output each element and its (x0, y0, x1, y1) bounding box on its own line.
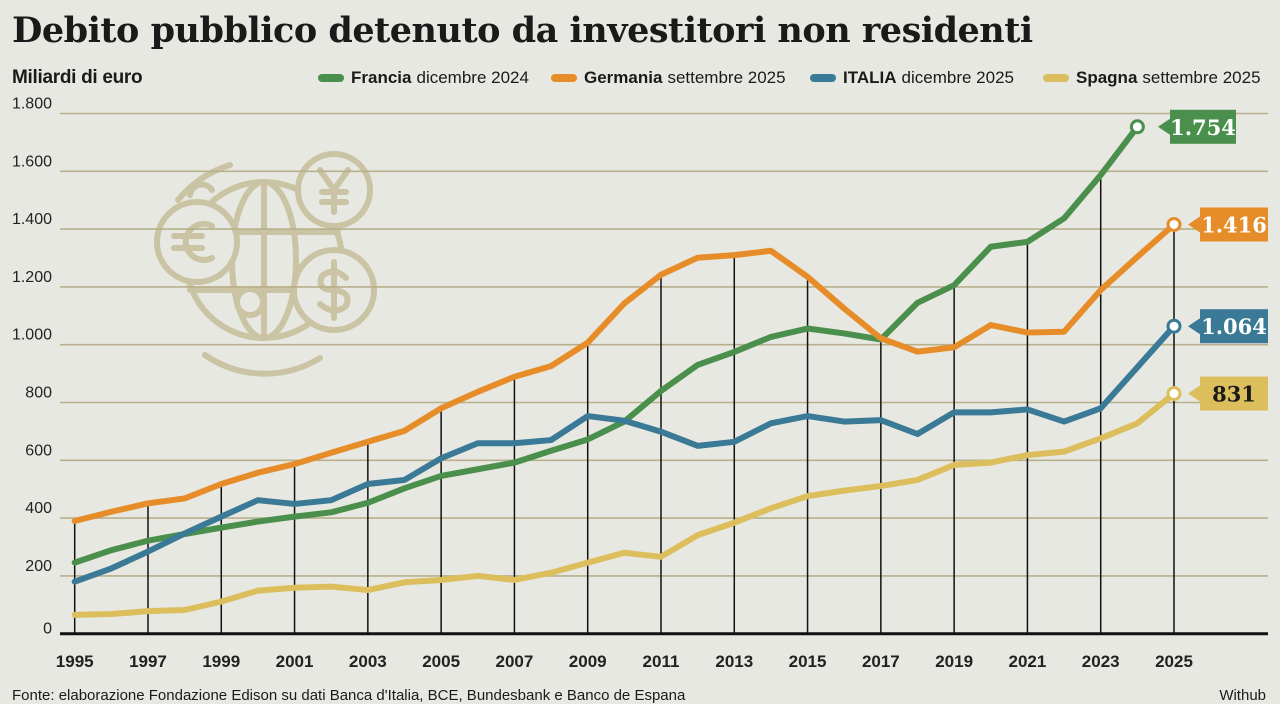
y-tick-label: 600 (25, 442, 52, 459)
legend-period: dicembre 2024 (416, 68, 529, 87)
x-tick-label: 1999 (202, 652, 240, 671)
legend-item-italia: ITALIA dicembre 2025 (810, 68, 1014, 88)
end-value-box (1200, 207, 1268, 242)
x-tick-label: 1997 (129, 652, 167, 671)
credit: Withub (1219, 687, 1266, 704)
legend-period: settembre 2025 (1142, 68, 1261, 87)
x-tick-label: 2003 (349, 652, 387, 671)
end-value-box (1200, 376, 1268, 411)
legend-series-name: Spagna (1076, 68, 1138, 87)
x-tick-label: 2023 (1082, 652, 1120, 671)
legend-item-germania: Germania settembre 2025 (551, 68, 786, 88)
end-point-marker (1166, 386, 1182, 402)
legend-swatch (1043, 74, 1069, 82)
label-pointer (1158, 118, 1170, 135)
legend-swatch (551, 74, 577, 82)
end-value-label: 1.416 (1201, 212, 1267, 237)
label-pointer (1188, 385, 1200, 402)
end-point-marker (1166, 318, 1182, 334)
end-value-box (1200, 309, 1268, 344)
y-tick-label: 800 (25, 385, 52, 402)
x-tick-label: 2019 (935, 652, 973, 671)
end-value-label: 831 (1212, 382, 1256, 407)
chart-title: Debito pubblico detenuto da investitori … (12, 10, 1033, 51)
label-pointer (1188, 318, 1200, 335)
x-tick-label: 2009 (569, 652, 607, 671)
y-tick-label: 400 (25, 500, 52, 517)
legend-period: dicembre 2025 (901, 68, 1014, 87)
y-tick-label: 0 (43, 621, 52, 638)
end-value-box (1170, 109, 1236, 144)
x-tick-label: 1995 (56, 652, 94, 671)
y-axis-unit-label: Miliardi di euro (12, 67, 143, 88)
legend-period: settembre 2025 (667, 68, 786, 87)
legend-series-name: ITALIA (843, 68, 897, 87)
x-tick-label: 2021 (1009, 652, 1047, 671)
legend-series-name: Germania (584, 68, 663, 87)
x-tick-label: 2013 (715, 652, 753, 671)
x-tick-label: 2015 (789, 652, 827, 671)
x-tick-label: 2017 (862, 652, 900, 671)
y-tick-label: 1.400 (12, 211, 52, 228)
x-tick-label: 2005 (422, 652, 460, 671)
end-value-label: 1.754 (1170, 115, 1236, 140)
end-point-marker (1166, 216, 1182, 232)
legend-item-spagna: Spagna settembre 2025 (1043, 68, 1261, 88)
series-line-italia (71, 323, 1177, 585)
end-point-marker (1129, 119, 1145, 135)
series-line-germania (71, 221, 1177, 524)
y-tick-label: 200 (25, 558, 52, 575)
y-tick-label: 1.600 (12, 153, 52, 170)
series-line-spagna (71, 390, 1177, 618)
legend-series-name: Francia (351, 68, 412, 87)
x-tick-label: 2001 (276, 652, 314, 671)
series-line-francia (71, 123, 1141, 566)
x-tick-label: 2025 (1155, 652, 1193, 671)
legend-swatch (318, 74, 344, 82)
legend-swatch (810, 74, 836, 82)
y-tick-label: 1.200 (12, 269, 52, 286)
y-tick-label: 1.000 (12, 327, 52, 344)
end-value-label: 1.064 (1201, 314, 1267, 339)
y-tick-label: 1.800 (12, 96, 52, 113)
x-tick-label: 2011 (643, 652, 680, 671)
source-note: Fonte: elaborazione Fondazione Edison su… (12, 687, 686, 704)
label-pointer (1188, 216, 1200, 233)
x-tick-label: 2007 (496, 652, 534, 671)
globe-with-currency-coins-icon (154, 151, 377, 377)
legend-item-francia: Francia dicembre 2024 (318, 68, 529, 88)
